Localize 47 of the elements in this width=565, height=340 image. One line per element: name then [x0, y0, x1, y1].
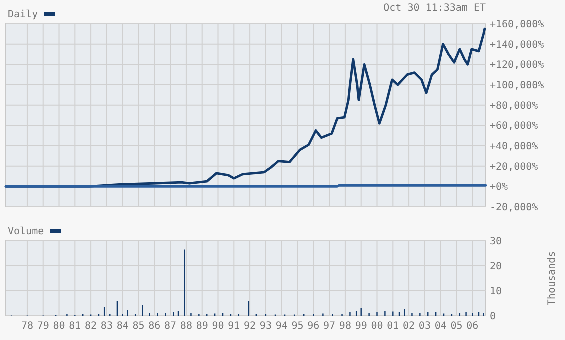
x-tick-label: 86: [148, 321, 161, 332]
y-tick-label: +160,000%: [490, 20, 544, 30]
x-tick-label: 83: [100, 321, 113, 332]
chart-subtitle: Oct 30 11:33am ET: [384, 3, 486, 14]
x-tick-label: 98: [339, 321, 352, 332]
legend-label: Volume: [8, 226, 44, 238]
x-tick-label: 80: [53, 321, 66, 332]
x-tick-label: 92: [244, 321, 256, 332]
x-tick-label: 04: [434, 321, 447, 332]
x-tick-label: 79: [37, 321, 50, 332]
x-tick-label: 85: [132, 321, 145, 332]
y-tick-label: +140,000%: [490, 40, 544, 51]
x-tick-label: 03: [418, 321, 431, 332]
y-tick-label: -20,000%: [490, 202, 538, 214]
y-tick-label: +20,000%: [490, 162, 538, 173]
y-axis-title: Thousands: [547, 251, 558, 306]
x-tick-label: 97: [324, 321, 336, 332]
x-tick-label: 01: [387, 321, 400, 332]
y-tick-label: +60,000%: [490, 121, 538, 132]
y-tick-label: 20: [490, 262, 502, 272]
x-tick-label: 02: [403, 321, 416, 332]
x-tick-label: 05: [450, 321, 463, 332]
y-tick-label: 10: [490, 286, 502, 298]
x-tick-label: 87: [164, 321, 177, 332]
x-tick-label: 96: [308, 321, 320, 332]
x-tick-label: 06: [466, 321, 479, 332]
x-tick-label: 88: [180, 321, 192, 332]
x-tick-label: 91: [228, 321, 240, 332]
legend-label: Daily: [8, 10, 38, 20]
x-tick-label: 94: [276, 321, 288, 332]
x-tick-label: 81: [69, 321, 82, 332]
x-tick-label: 00: [371, 321, 384, 332]
x-tick-label: 99: [355, 321, 368, 332]
y-tick-label: +120,000%: [490, 60, 544, 72]
y-tick-label: +40,000%: [490, 142, 538, 152]
x-tick-label: 95: [292, 321, 304, 332]
y-tick-label: 0: [490, 312, 496, 322]
y-tick-label: +80,000%: [490, 100, 538, 112]
y-tick-label: +100,000%: [490, 80, 544, 92]
y-tick-label: 30: [490, 236, 502, 248]
y-tick-label: +0%: [490, 182, 508, 194]
x-tick-label: 90: [212, 321, 224, 332]
x-tick-label: 89: [196, 321, 208, 332]
x-tick-label: 84: [116, 321, 129, 332]
x-tick-label: 82: [85, 321, 98, 332]
x-tick-label: 78: [21, 321, 34, 332]
x-tick-label: 93: [260, 321, 272, 332]
